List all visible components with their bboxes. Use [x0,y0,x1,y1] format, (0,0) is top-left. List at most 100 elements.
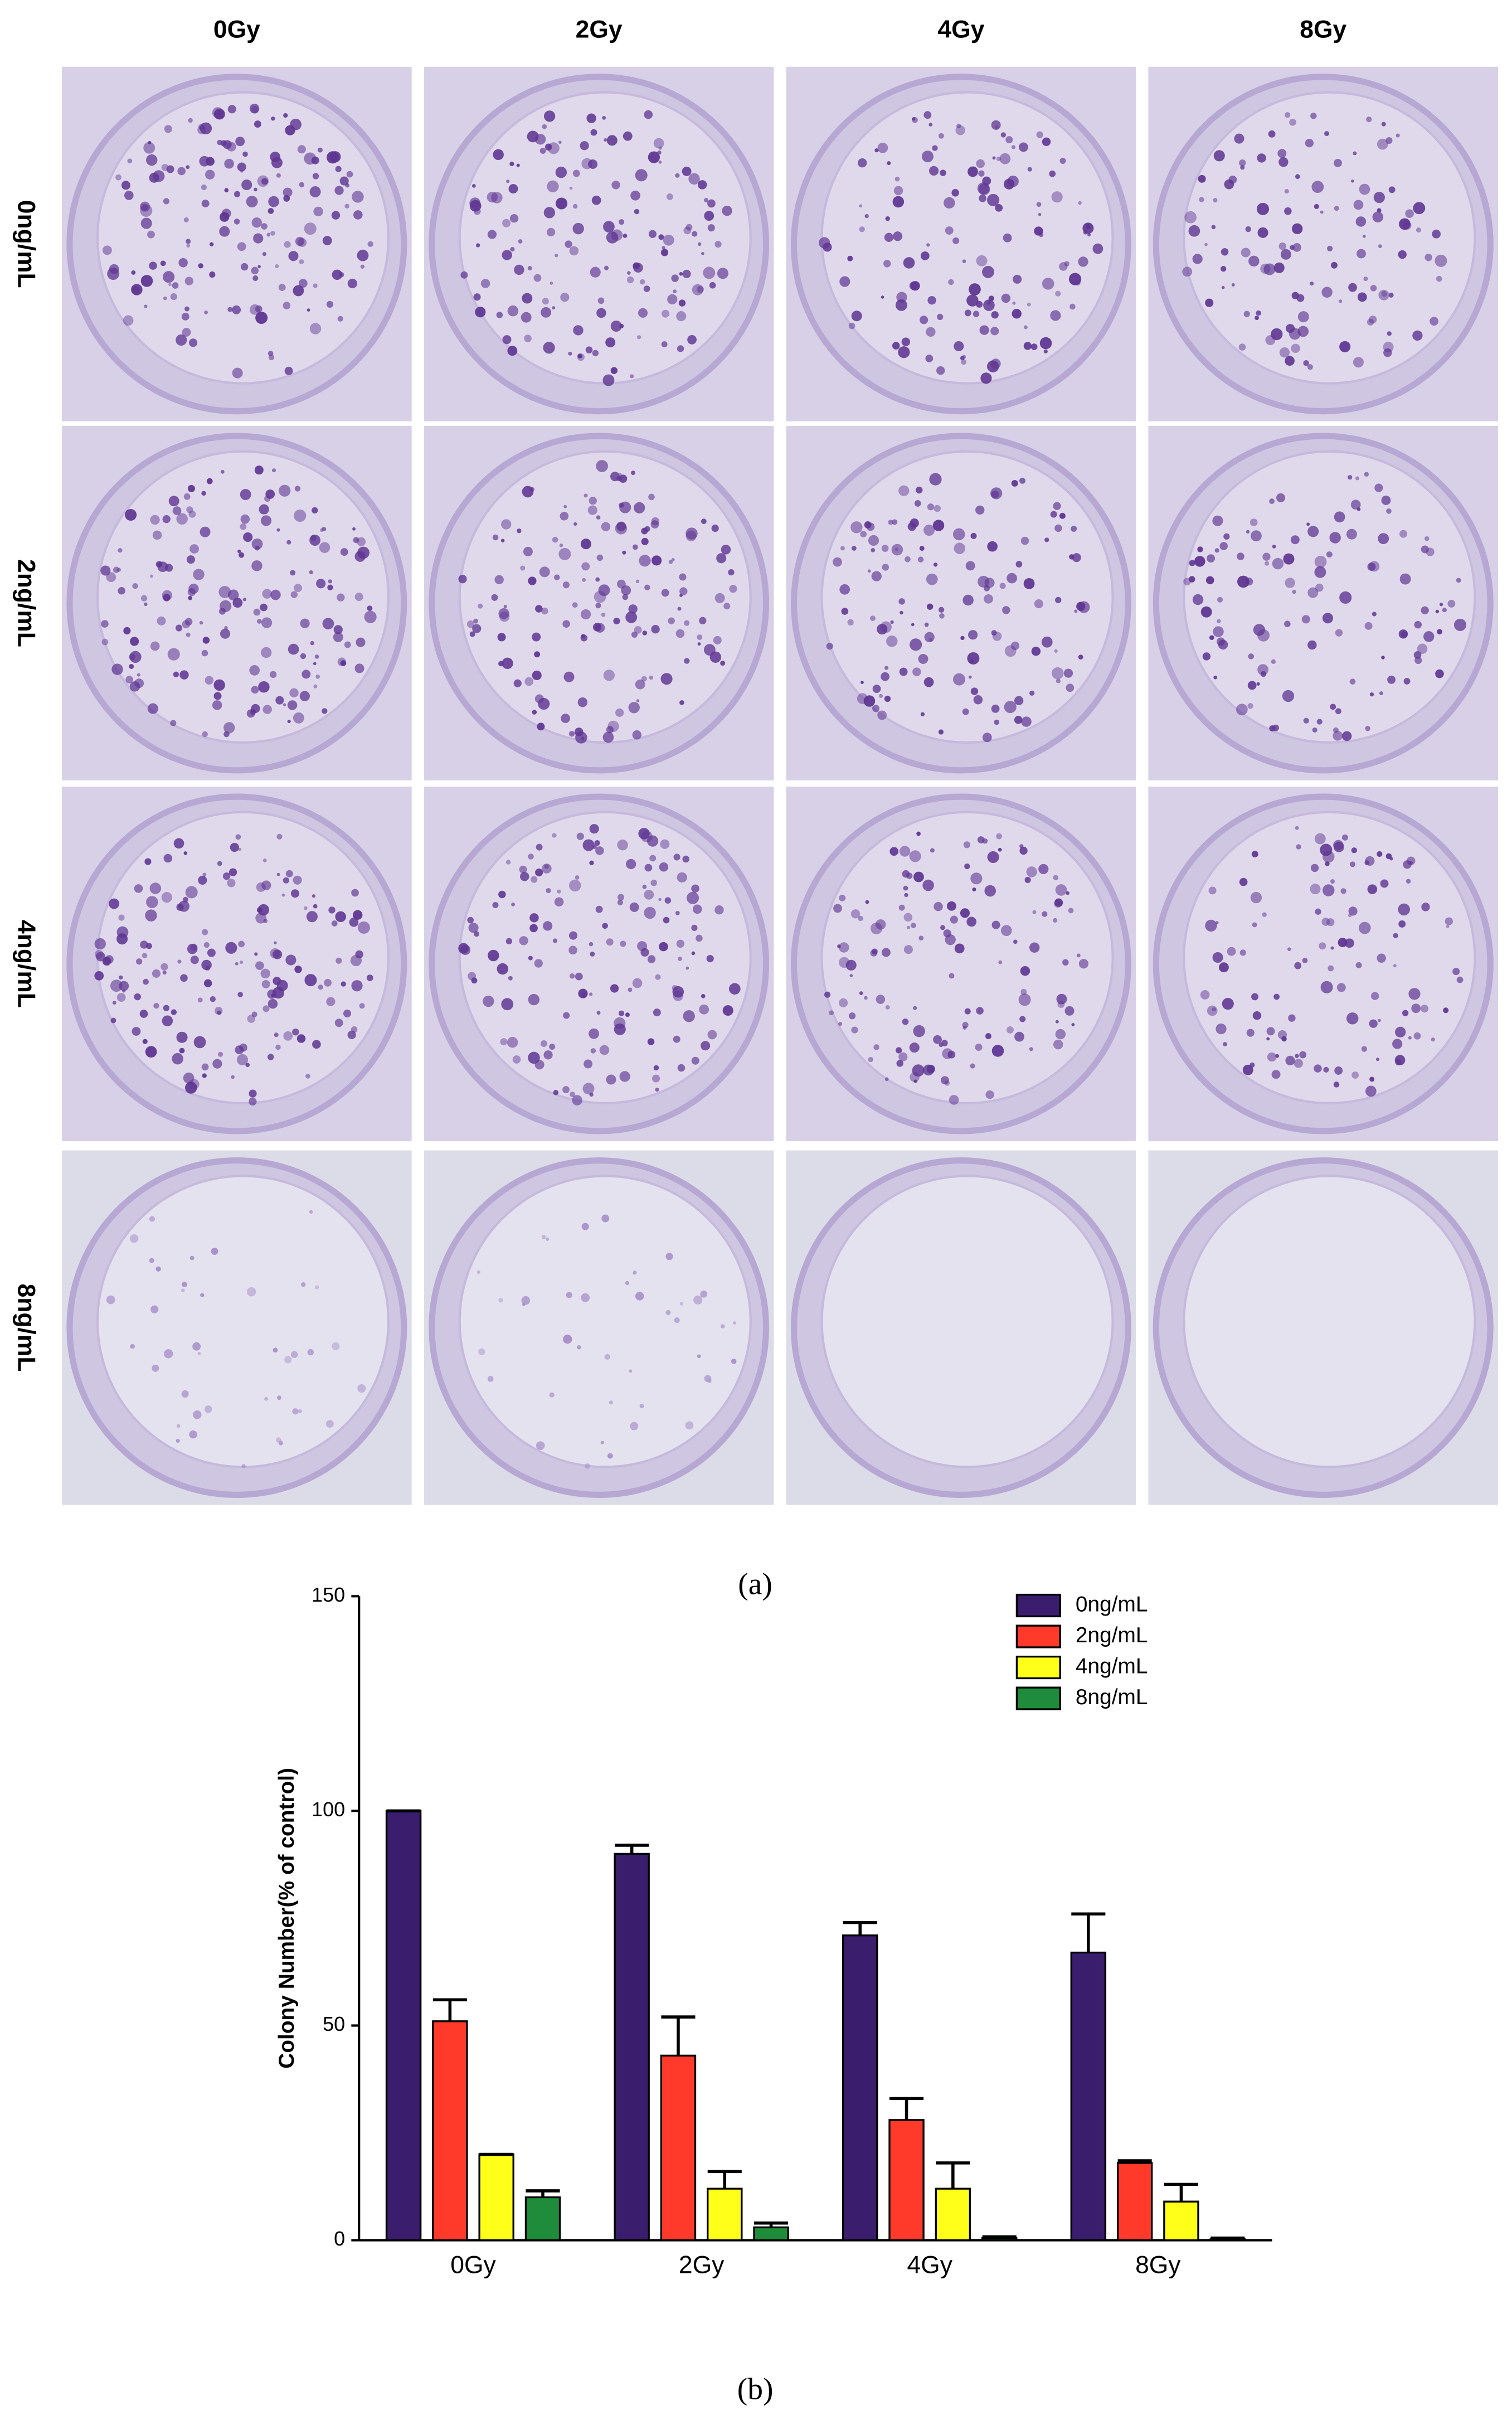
colony [1396,133,1400,138]
dish-photo [424,787,774,1141]
colony [212,700,222,710]
colony [1374,483,1383,492]
colony [1062,959,1069,966]
colony [839,957,850,968]
colony [661,341,668,347]
colony [1389,857,1393,861]
colony [628,987,633,992]
colony [198,875,207,885]
colony [181,1288,185,1293]
colony [1327,245,1333,251]
colony [1453,618,1466,631]
colony [188,118,193,123]
colony [1183,578,1191,586]
dish-photo [424,426,774,780]
colony [604,265,609,270]
colony [1213,675,1218,680]
colony [279,484,291,497]
colony [1290,535,1300,545]
colony [102,245,112,255]
colony [497,963,508,975]
colony [186,244,190,248]
colony [243,532,253,542]
colony [833,557,842,567]
colony [994,719,1000,725]
colony [644,889,654,900]
dish-photo [424,1150,774,1505]
colony [552,306,556,310]
colony [650,520,659,529]
colony [1260,263,1271,274]
colony [1456,976,1464,983]
colony [100,565,111,576]
colony [498,1298,503,1303]
colony [356,637,366,647]
colony [1085,224,1091,229]
colony [933,562,938,567]
colony [932,520,945,531]
colony [954,341,964,352]
colony [129,1234,139,1243]
colony [565,240,572,248]
colony [538,697,550,710]
colony [898,346,910,358]
colony [212,1059,222,1069]
colony [1379,691,1383,696]
colony [1257,227,1268,238]
colony [130,1344,135,1349]
colony [894,176,900,182]
dish-inner [1183,1175,1476,1468]
dish-photo [1148,787,1499,1141]
colony [987,193,1000,206]
colony [991,311,999,319]
colony [300,653,307,659]
colony [1019,846,1028,855]
error-bar [615,1844,649,1854]
colony [1248,653,1254,659]
colony [839,894,846,901]
colony [682,855,689,863]
colony [653,138,664,149]
colony [682,166,692,176]
colony [145,909,157,922]
colony [1023,578,1035,589]
colony [501,519,512,530]
colony [201,184,207,191]
colony [186,165,190,169]
colony [582,839,595,851]
colony [202,929,208,935]
colony [638,828,650,840]
colony [1437,629,1442,635]
colony [227,105,236,114]
colony [1369,692,1374,697]
colony [326,300,334,308]
colony [149,172,159,183]
colony [663,916,670,924]
colony [1019,477,1025,484]
colony [584,1059,593,1069]
colony [473,293,481,301]
colony [193,569,205,580]
colony [679,272,683,276]
colony [310,535,317,541]
colony [163,1005,170,1011]
colony [1011,145,1016,149]
colony [1446,924,1450,928]
colony [679,1302,683,1306]
colony [643,285,650,292]
colony [1421,606,1429,614]
colony [881,672,890,681]
colony [1071,1023,1075,1027]
colony [923,111,932,119]
colony [287,700,298,710]
colony [254,120,261,128]
colony [884,695,891,702]
colony [110,1017,116,1024]
colony [865,900,869,904]
colony [270,152,281,162]
colony [929,166,939,176]
colony [611,229,623,241]
colony [968,166,978,177]
colony [252,275,259,282]
colony [202,637,210,644]
